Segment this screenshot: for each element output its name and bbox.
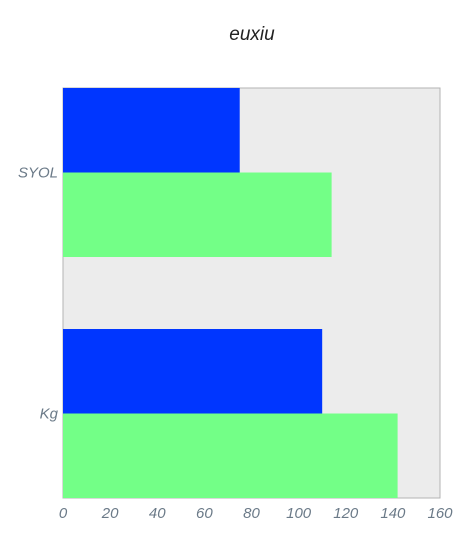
x-tick-label-80: 80 (243, 505, 260, 522)
x-tick-label-120: 120 (333, 505, 359, 522)
x-tick-label-100: 100 (286, 505, 312, 522)
x-tick-label-60: 60 (196, 505, 213, 522)
x-tick-label-20: 20 (101, 505, 119, 522)
x-tick-label-140: 140 (380, 505, 406, 522)
x-tick-label-160: 160 (427, 505, 453, 522)
bar-syol-series-2 (63, 172, 332, 257)
y-tick-label-syol: SYOL (18, 165, 58, 182)
y-tick-label-kg: Kg (40, 406, 59, 423)
bar-kg-series-2 (63, 413, 398, 498)
bar-syol-series-1 (63, 88, 240, 173)
x-tick-label-0: 0 (59, 505, 68, 522)
x-axis-ticks: 0 20 40 60 80 100 120 140 160 (59, 505, 453, 522)
chart-title: euxiu (229, 24, 275, 45)
bar-kg-series-1 (63, 329, 323, 414)
y-axis-labels: SYOL Kg (18, 165, 59, 423)
x-tick-label-40: 40 (149, 505, 166, 522)
bars-group (63, 88, 398, 498)
